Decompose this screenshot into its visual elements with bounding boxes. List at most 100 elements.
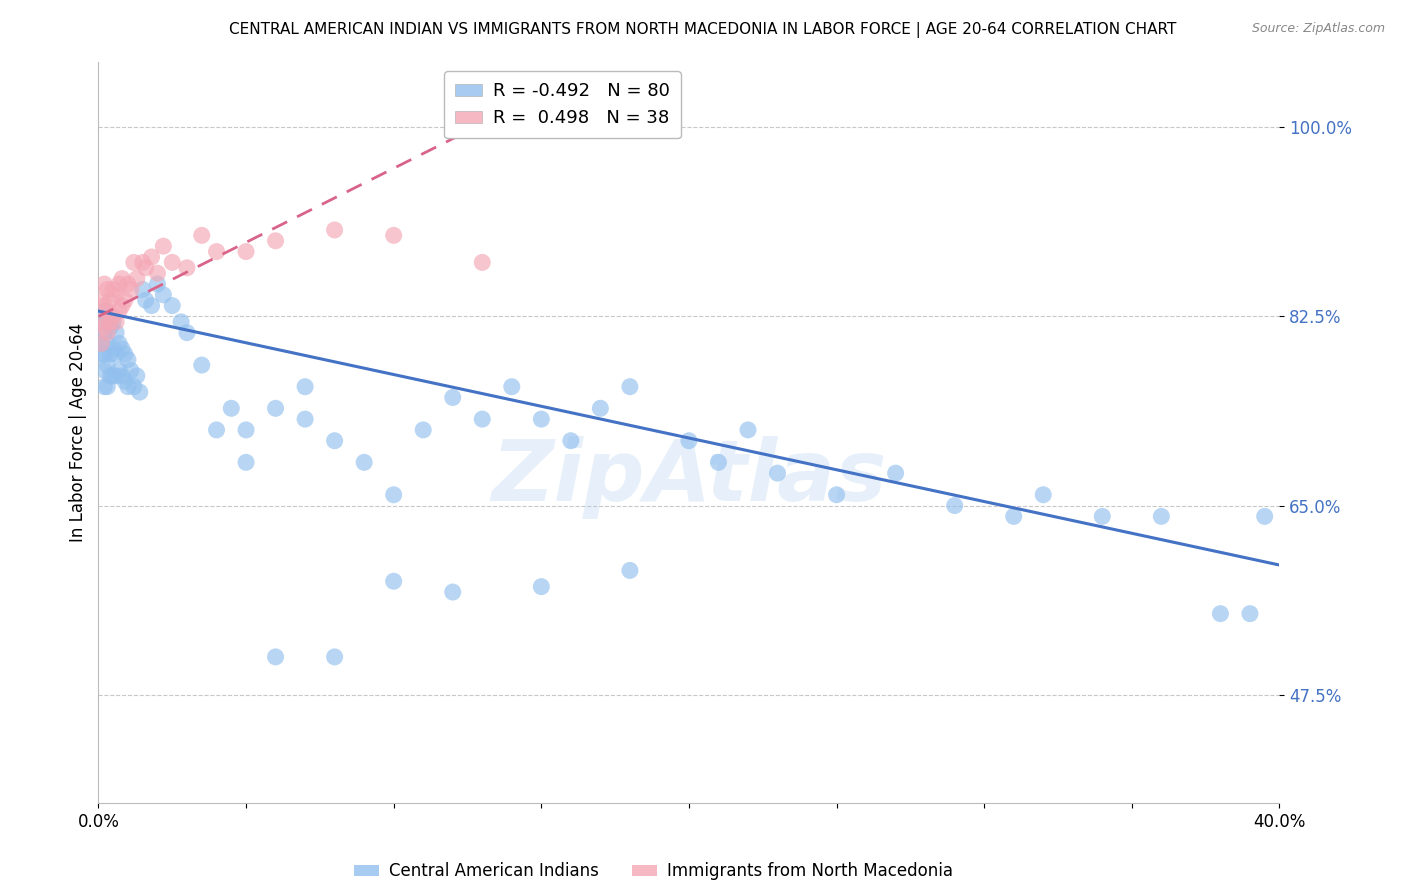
Point [105,368,128,383]
Point [93,363,115,377]
Point [93,277,115,291]
Point [619,563,641,577]
Point [125,368,148,383]
Point [128,385,150,400]
Point [135,260,157,275]
Point [170,315,193,329]
Point [105,326,128,340]
Point [1091,509,1114,524]
Point [96,282,118,296]
Point [1002,509,1025,524]
Point [111,368,134,383]
Point [707,455,730,469]
Point [560,434,582,448]
Point [235,455,257,469]
Point [264,234,287,248]
Point [90,315,112,329]
Point [678,434,700,448]
Point [737,423,759,437]
Point [93,347,115,361]
Point [176,326,198,340]
Point [191,358,214,372]
Point [162,299,183,313]
Point [382,574,405,589]
Point [108,336,131,351]
Point [111,342,134,356]
Point [117,277,139,291]
Point [205,423,228,437]
Point [825,488,848,502]
Point [441,391,464,405]
Point [132,255,155,269]
Point [191,228,214,243]
Point [93,299,115,313]
Point [294,412,316,426]
Point [108,304,131,318]
Y-axis label: In Labor Force | Age 20-64: In Labor Force | Age 20-64 [69,323,87,542]
Point [1209,607,1232,621]
Point [114,293,136,308]
Point [382,488,405,502]
Point [353,455,375,469]
Point [141,250,163,264]
Point [132,282,155,296]
Point [382,228,405,243]
Point [108,363,131,377]
Point [96,326,118,340]
Point [176,260,198,275]
Point [146,266,169,280]
Point [1239,607,1261,621]
Point [103,310,125,324]
Point [96,380,118,394]
Point [90,336,112,351]
Point [108,277,131,291]
Point [235,423,257,437]
Point [105,347,128,361]
Point [766,466,789,480]
Point [90,315,112,329]
Point [120,282,142,296]
Point [135,293,157,308]
Point [619,380,641,394]
Point [103,315,125,329]
Point [111,299,134,313]
Point [884,466,907,480]
Point [943,499,966,513]
Point [105,288,128,302]
Point [589,401,612,416]
Point [264,649,287,664]
Point [412,423,434,437]
Point [98,347,121,361]
Point [90,347,112,361]
Point [93,320,115,334]
Point [111,271,134,285]
Point [294,380,316,394]
Point [96,304,118,318]
Point [1254,509,1277,524]
Point [264,401,287,416]
Point [96,310,118,324]
Point [122,255,145,269]
Point [90,336,112,351]
Point [103,342,125,356]
Point [152,239,174,253]
Point [530,580,553,594]
Point [152,288,174,302]
Text: CENTRAL AMERICAN INDIAN VS IMMIGRANTS FROM NORTH MACEDONIA IN LABOR FORCE | AGE : CENTRAL AMERICAN INDIAN VS IMMIGRANTS FR… [229,22,1177,38]
Point [471,255,494,269]
Point [471,412,494,426]
Point [98,368,121,383]
Point [141,299,163,313]
Point [103,368,125,383]
Point [98,320,121,334]
Point [530,412,553,426]
Point [501,380,523,394]
Point [93,380,115,394]
Point [120,363,142,377]
Point [98,315,121,329]
Point [1150,509,1173,524]
Point [323,434,346,448]
Point [441,585,464,599]
Point [125,271,148,285]
Point [117,380,139,394]
